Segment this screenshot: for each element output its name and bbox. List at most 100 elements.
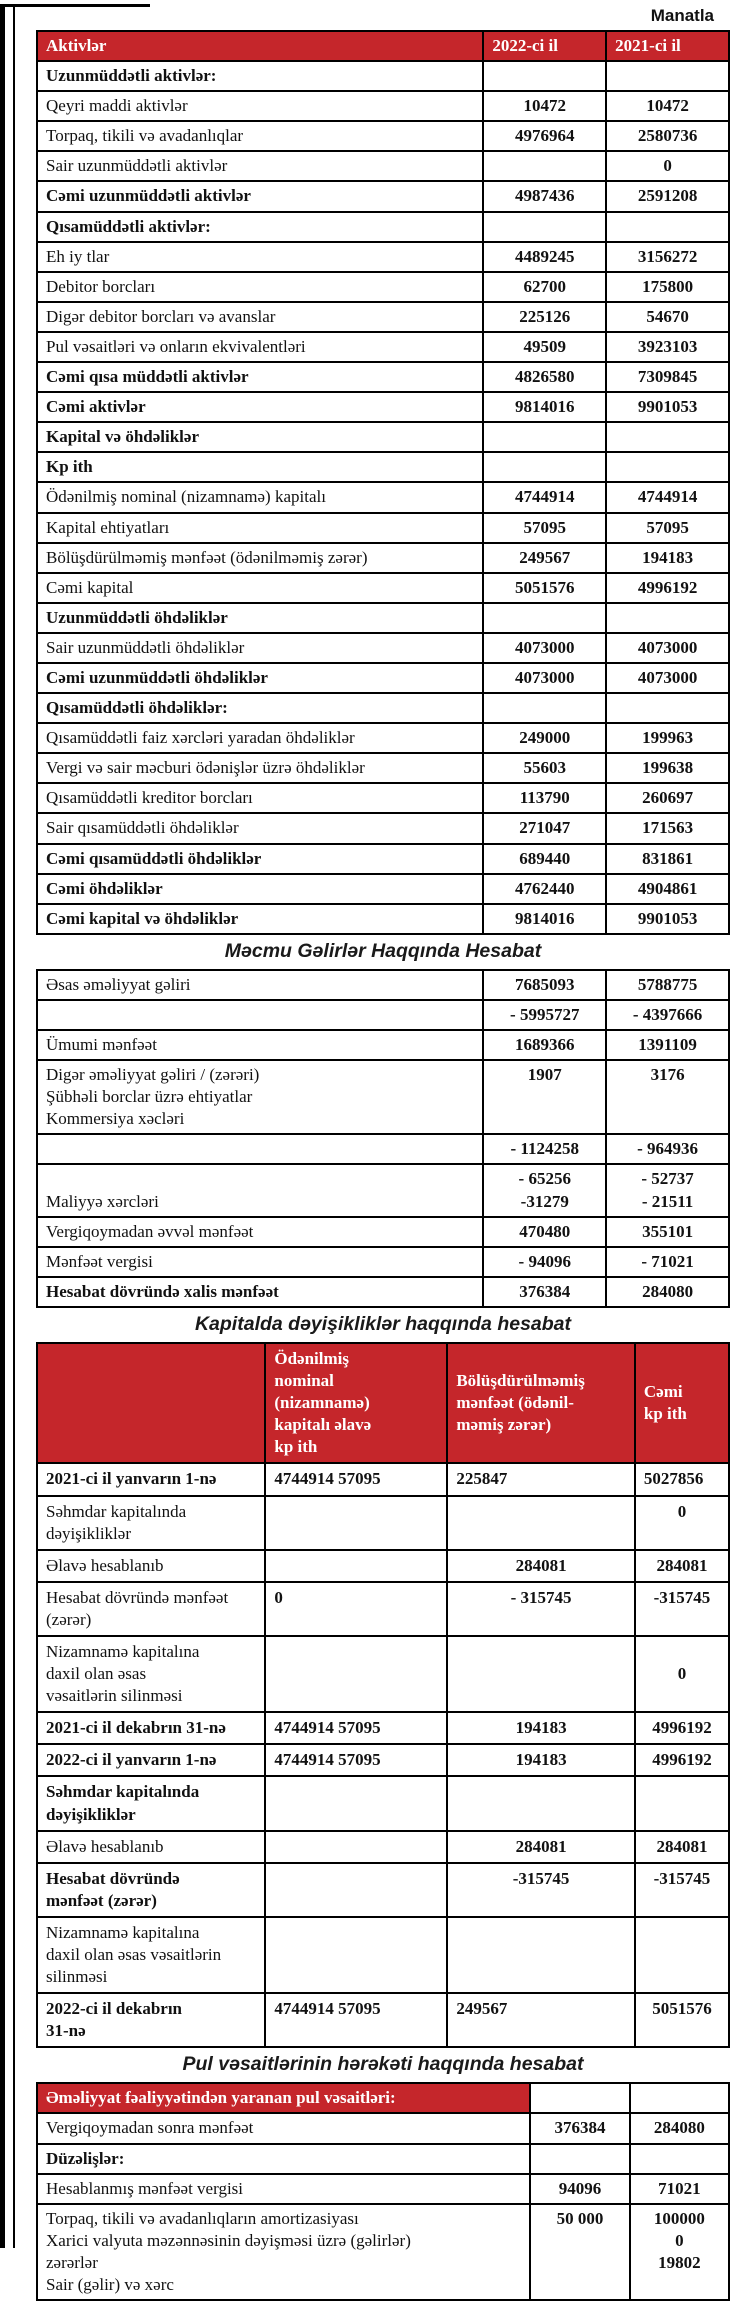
row-label-cell: Qısamüddətli aktivlər: [35,210,485,243]
row-label-cell: Qeyri maddi aktivlər [35,90,485,123]
value-cell: 3923103 [605,330,730,364]
row-label-cell: Vergi və sair məcburi ödənişlər üzrə öhd… [35,752,485,785]
value-cell: 225126 [482,300,608,333]
table-row: Nizamnamə kapitalına daxil olan əsas vəs… [35,1634,731,1714]
value-cell: 376384 [482,1275,608,1308]
value-cell: 249000 [482,722,608,755]
table-row: Uzunmüddətli aktivlər: [35,60,730,93]
table-row: Düzəlişlər: [35,2142,731,2175]
table-row: Sair qısamüddətli öhdəliklər 271047 171563 [35,812,730,845]
column-header-paid-in-capital: Ödənilmiş nominal (nizamnamə) kapitalı ə… [264,1341,449,1465]
row-label-cell: Cəmi kapital [35,571,485,604]
value-cell: 3176 [605,1059,730,1136]
equity-statement-title: Kapitalda dəyişikliklər haqqında hesabat [194,1312,572,1335]
row-label-cell: Sair qısamüddətli öhdəliklər [35,812,485,845]
row-label-cell: Torpaq, tikili və avadanlıqlar [35,120,485,153]
value-cell [264,1634,449,1714]
row-label-cell: Debitor borcları [35,270,485,303]
value-cell: 271047 [482,812,608,845]
value-cell: 470480 [482,1215,608,1248]
table-row: Kp ith [35,451,730,484]
value-cell: 5027856 [633,1462,731,1497]
value-cell: 171563 [605,812,730,845]
row-label-cell [35,998,485,1032]
value-cell: 49509 [482,330,608,364]
value-cell [605,451,730,484]
value-cell: 4996192 [605,571,730,604]
equity-header-row: Ödənilmiş nominal (nizamnamə) kapitalı ə… [35,1341,731,1465]
value-cell: 9901053 [605,391,730,424]
row-label-cell: Uzunmüddətli aktivlər: [35,60,485,93]
row-label-cell: Kapital və öhdəliklər [35,421,485,454]
value-cell: 249567 [446,1992,636,2049]
row-label-cell: Sair uzunmüddətli aktivlər [35,150,485,183]
value-cell: 199963 [605,722,730,755]
table-row: Qısamüddətli aktivlər: [35,210,730,243]
row-label-cell: Cəmi uzunmüddətli öhdəliklər [35,661,485,695]
table-row: Debitor borcları 62700 175800 [35,270,730,303]
cash-flow-table: Əməliyyat fəaliyyətindən yaranan pul vəs… [35,2082,731,2301]
value-cell: 4744914 [605,481,730,514]
value-cell [633,1915,731,1995]
value-cell: -315745 [446,1861,636,1918]
page-edge-top [0,4,150,7]
row-label-cell: Cəmi qısa müddətli aktivlər [35,361,485,394]
row-label-cell: Cəmi kapital və öhdəliklər [35,902,485,935]
value-cell: 2580736 [605,120,730,153]
currency-unit-label: Manatla [650,6,714,25]
value-cell: 4826580 [482,361,608,394]
empty-header-cell [529,2082,631,2115]
value-cell: -315745 [633,1861,731,1918]
value-cell: - 94096 [482,1245,608,1278]
value-cell: 10472 [482,90,608,123]
row-label-cell: Hesabat dövründə mənfəət (zərər) [35,1861,267,1918]
row-label-cell: Cəmi aktivlər [35,391,485,424]
table-row: Kapital və öhdəliklər [35,421,730,454]
table-row: Sair uzunmüddətli aktivlər 0 [35,150,730,183]
table-row: Digər əməliyyat gəliri / (zərəri) Şübhəl… [35,1059,730,1136]
table-row: Hesabat dövründə mənfəət (zərər) 0- 31574… [35,1580,731,1637]
row-label-cell: Səhmdar kapitalında dəyişikliklər [35,1775,267,1832]
value-cell: 225847 [446,1462,636,1497]
value-cell [446,1494,636,1551]
value-cell [264,1548,449,1583]
cash-flow-header-row: Əməliyyat fəaliyyətindən yaranan pul vəs… [35,2082,731,2115]
value-cell [264,1829,449,1864]
value-cell: 9814016 [482,391,608,424]
row-label-cell: Sair uzunmüddətli öhdəliklər [35,631,485,664]
table-row: Mənfəət vergisi - 94096- 71021 [35,1245,730,1278]
table-row: Ödənilmiş nominal (nizamnamə) kapitalı 47… [35,481,730,514]
row-label-cell: Cəmi qısamüddətli öhdəliklər [35,842,485,875]
cash-flow-section-header: Əməliyyat fəaliyyətindən yaranan pul vəs… [35,2082,532,2115]
value-cell: 4996192 [633,1743,731,1778]
table-row: Qısamüddətli öhdəliklər: [35,692,730,725]
row-label-cell: Cəmi öhdəliklər [35,872,485,905]
row-label-cell: Bölüşdürülməmiş mənfəət (ödənilməmiş zər… [35,541,485,574]
value-cell: 1689366 [482,1028,608,1062]
equity-statement-table: Ödənilmiş nominal (nizamnamə) kapitalı ə… [35,1341,731,2049]
value-cell: 831861 [605,842,730,875]
value-cell: 3156272 [605,240,730,273]
value-cell [264,1494,449,1551]
table-row: Cəmi kapital 5051576 4996192 [35,571,730,604]
value-cell: 199638 [605,752,730,785]
table-row: Cəmi qısa müddətli aktivlər 4826580 730984… [35,361,730,394]
value-cell: - 71021 [605,1245,730,1278]
value-cell: 4744914 57095 [264,1462,449,1497]
value-cell: 94096 [529,2172,631,2205]
row-label-cell: Düzəlişlər: [35,2142,532,2175]
row-label-cell: Ödənilmiş nominal (nizamnamə) kapitalı [35,481,485,514]
row-label-cell: Mənfəət vergisi [35,1245,485,1278]
table-row: Qısamüddətli faiz xərcləri yaradan öhdəl… [35,722,730,755]
value-cell: 175800 [605,270,730,303]
value-cell [482,692,608,725]
table-row: 2021-ci il yanvarın 1-nə 4744914 57095 225… [35,1462,731,1497]
value-cell: 54670 [605,300,730,333]
table-row: Vergiqoymadan sonra mənfəət 376384 284080 [35,2112,731,2145]
value-cell: 0 [605,150,730,183]
value-cell: 4489245 [482,240,608,273]
value-cell: 284080 [605,1275,730,1308]
table-row: Əlavə hesablanıb 284081 284081 [35,1548,731,1583]
column-header-retained-earnings: Bölüşdürülməmiş mənfəət (ödənil- məmiş z… [446,1341,636,1465]
value-cell: 689440 [482,842,608,875]
